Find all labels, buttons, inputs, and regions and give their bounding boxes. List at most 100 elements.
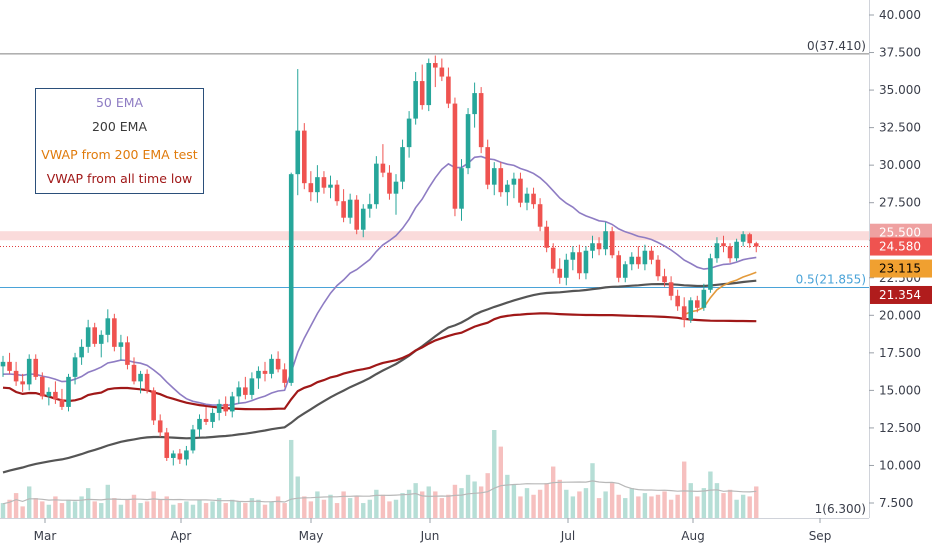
candle xyxy=(33,354,39,380)
candle xyxy=(236,381,242,404)
volume-bar xyxy=(544,483,549,518)
candle xyxy=(446,67,451,109)
candle xyxy=(243,376,248,400)
volume-bars xyxy=(0,430,759,518)
volume-bar xyxy=(380,494,386,518)
price-tick-label: 7.500 xyxy=(879,496,913,510)
volume-bar xyxy=(184,501,189,518)
candle xyxy=(118,334,124,361)
volume-bar xyxy=(413,483,418,518)
candle xyxy=(321,171,327,194)
volume-bar xyxy=(33,498,38,518)
candle xyxy=(537,198,543,232)
volume-bar xyxy=(0,503,6,518)
candle xyxy=(439,58,445,82)
volume-bar xyxy=(361,503,366,518)
candle xyxy=(367,193,373,218)
time-tick-label: May xyxy=(299,529,324,543)
candle xyxy=(210,408,215,428)
volume-bar xyxy=(275,496,281,518)
volume-bar xyxy=(551,466,556,518)
volume-bar xyxy=(740,494,746,518)
volume-bar xyxy=(85,488,91,518)
time-axis[interactable]: Mar Apr May Jun Jul Aug Sep xyxy=(34,518,832,543)
candle xyxy=(203,406,209,425)
candle xyxy=(747,232,752,248)
candle xyxy=(498,162,504,197)
volume-bar xyxy=(341,491,346,518)
volume-bar xyxy=(79,496,84,518)
candle xyxy=(256,366,261,389)
candle xyxy=(315,165,320,203)
volume-bar xyxy=(400,493,405,518)
volume-bar xyxy=(328,494,333,518)
price-label-text: 23.115 xyxy=(879,262,921,276)
volume-bar xyxy=(308,501,314,518)
candle xyxy=(459,159,464,221)
volume-bar xyxy=(197,499,202,518)
candle xyxy=(328,175,333,199)
candle xyxy=(609,226,615,259)
volume-bar xyxy=(223,503,228,518)
volume-bar xyxy=(492,430,497,518)
candle xyxy=(642,244,648,271)
volume-bar xyxy=(367,499,372,518)
price-label: 21.354 xyxy=(870,285,932,304)
volume-bar xyxy=(105,484,110,518)
volume-bar xyxy=(7,499,12,518)
candle xyxy=(681,297,687,328)
legend: 50 EMA 200 EMA VWAP from 200 EMA test VW… xyxy=(35,88,204,194)
candle xyxy=(649,246,654,265)
volume-bar xyxy=(537,489,543,518)
volume-bar xyxy=(577,491,582,518)
volume-bar xyxy=(347,498,353,518)
volume-bar xyxy=(708,471,713,518)
volume-bar xyxy=(662,491,667,518)
candle xyxy=(564,253,569,286)
volume-bar xyxy=(655,494,661,518)
volume-bar xyxy=(721,493,726,518)
volume-bar xyxy=(59,503,65,518)
legend-entry-vwap-200-ema-test: VWAP from 200 EMA test xyxy=(41,147,198,162)
candle xyxy=(655,255,661,281)
time-tick-label: Sep xyxy=(809,529,832,543)
candle xyxy=(419,64,425,110)
candle xyxy=(275,351,281,373)
candles xyxy=(0,55,759,466)
candle xyxy=(393,174,399,215)
candle xyxy=(400,139,405,190)
volume-bar xyxy=(131,494,137,518)
candle xyxy=(701,283,707,311)
candle xyxy=(380,144,386,178)
volume-bar xyxy=(46,504,52,518)
volume-bar xyxy=(675,494,680,518)
candle xyxy=(544,220,549,253)
price-label-text: 25.500 xyxy=(879,226,921,240)
volume-bar xyxy=(688,483,693,518)
candle xyxy=(452,97,458,217)
candle xyxy=(341,189,346,223)
candle xyxy=(347,193,353,224)
candle xyxy=(413,72,418,125)
candle xyxy=(596,237,602,256)
price-tick-label: 37.500 xyxy=(879,46,921,60)
candle xyxy=(157,414,163,437)
volume-bar xyxy=(125,499,130,518)
volume-bar xyxy=(636,496,641,518)
price-tick-label: 17.500 xyxy=(879,346,921,360)
volume-bar xyxy=(99,503,104,518)
volume-bar xyxy=(616,494,621,518)
volume-bar xyxy=(144,501,150,518)
volume-bar xyxy=(40,501,45,518)
volume-bar xyxy=(472,481,477,518)
price-label: 24.580 xyxy=(870,237,932,256)
candle xyxy=(505,180,510,206)
candle xyxy=(249,372,255,400)
volume-bar xyxy=(485,473,490,518)
price-tick-label: 15.000 xyxy=(879,383,921,397)
candle xyxy=(308,171,314,202)
price-label-text: 24.580 xyxy=(879,240,921,254)
time-tick-label: Aug xyxy=(681,529,704,543)
